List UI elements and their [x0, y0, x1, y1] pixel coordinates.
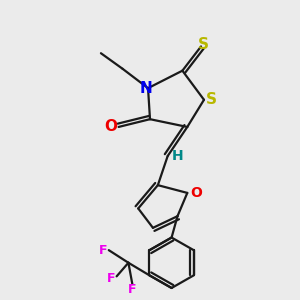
Text: F: F [99, 244, 107, 256]
Text: S: S [197, 37, 208, 52]
Text: O: O [190, 186, 202, 200]
Text: H: H [172, 149, 183, 163]
Text: S: S [206, 92, 217, 107]
Text: F: F [106, 272, 115, 285]
Text: O: O [104, 119, 117, 134]
Text: F: F [128, 284, 136, 296]
Text: N: N [140, 81, 152, 96]
